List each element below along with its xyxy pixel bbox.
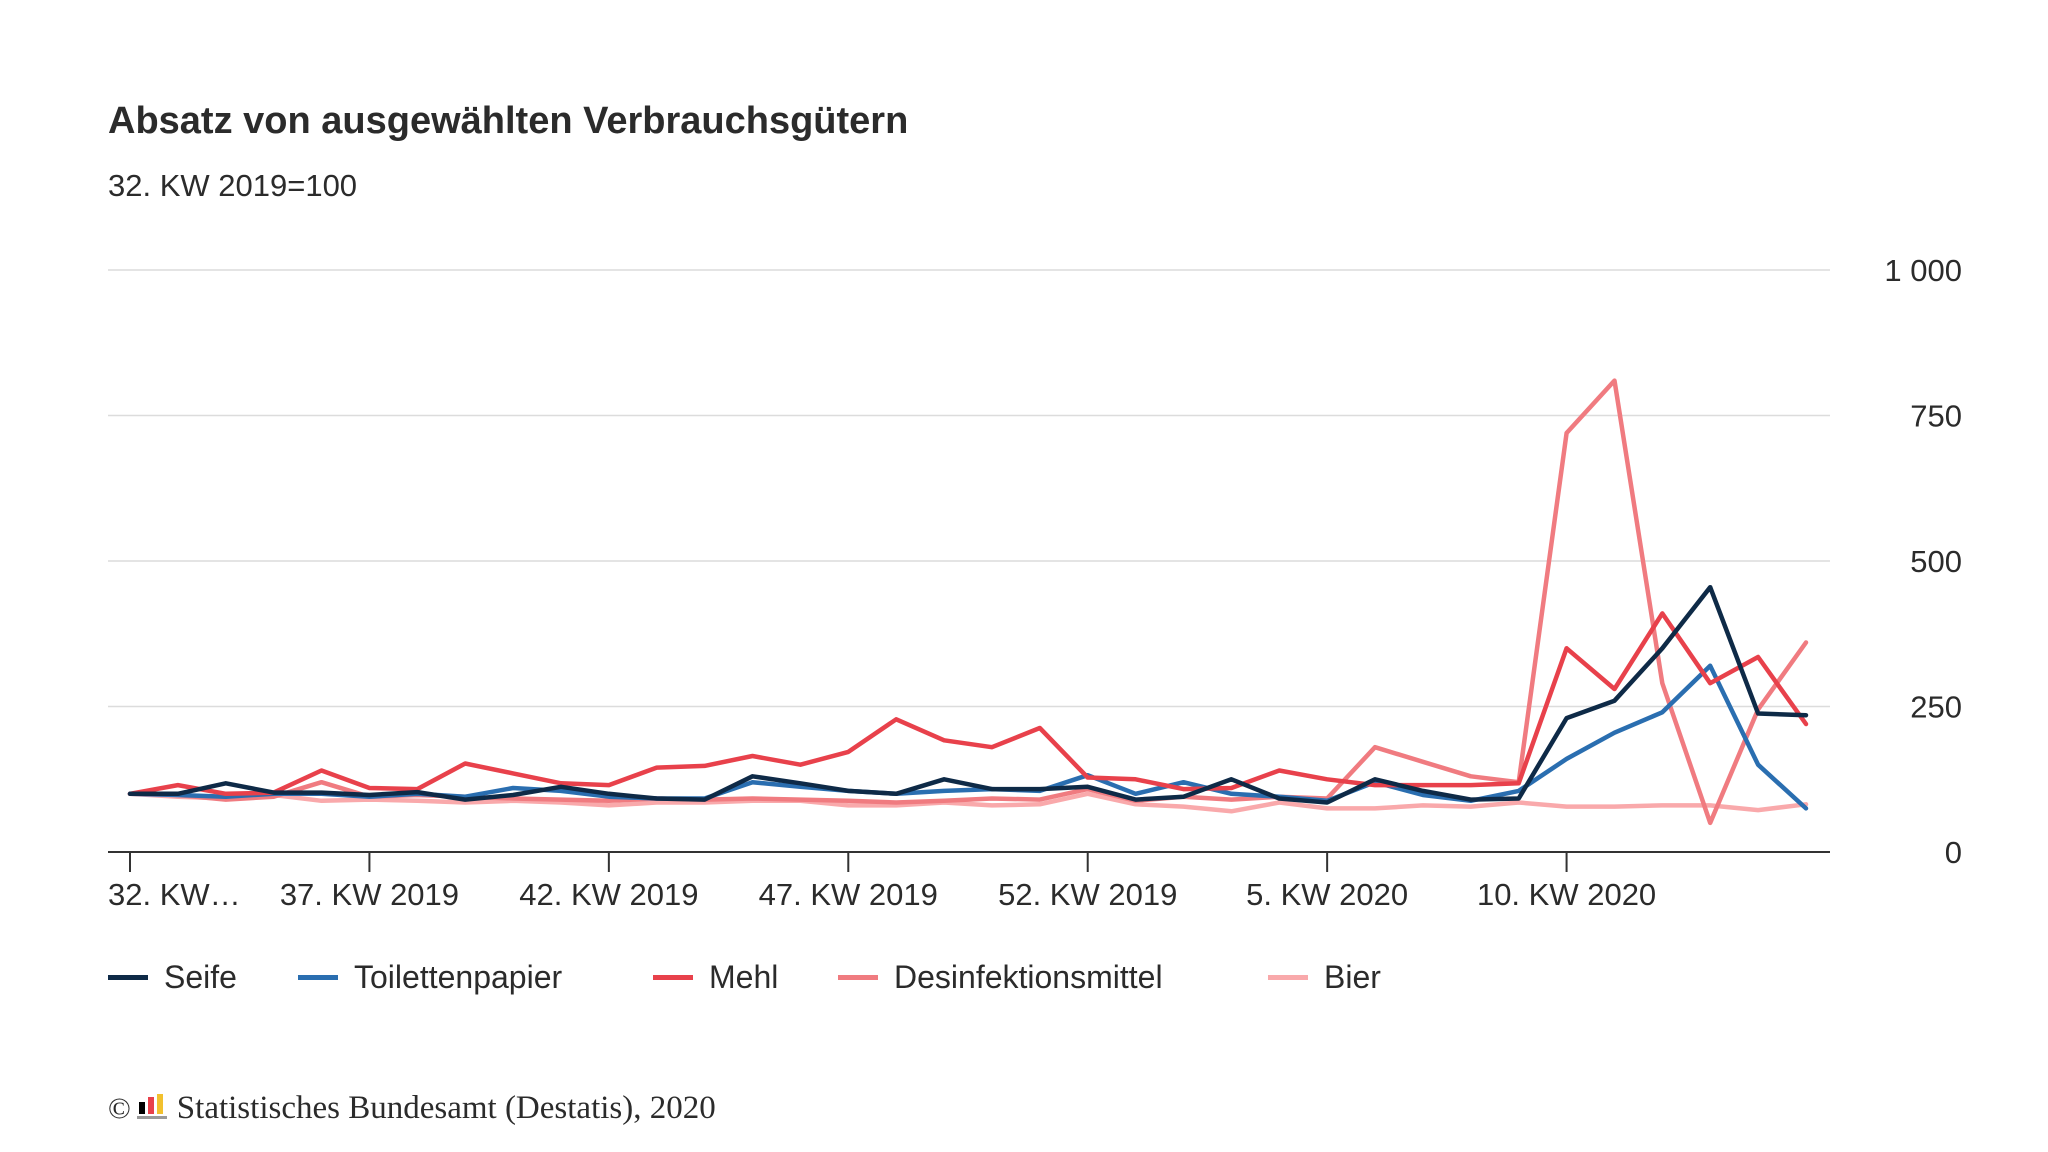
legend-item-seife[interactable]: Seife	[108, 955, 237, 999]
legend-swatch	[653, 974, 693, 980]
y-tick-label: 0	[1945, 835, 1962, 870]
legend-swatch	[108, 974, 148, 980]
legend-label: Bier	[1324, 958, 1381, 995]
x-tick-label: 32. KW…	[108, 877, 241, 912]
legend-label: Toilettenpapier	[354, 958, 563, 995]
chart-subtitle: 32. KW 2019=100	[108, 168, 358, 203]
series-layer	[127, 378, 1809, 826]
legend-swatch	[838, 974, 878, 980]
x-tick-label: 37. KW 2019	[280, 877, 459, 912]
legend-label: Mehl	[709, 958, 779, 995]
logo-bar	[156, 1093, 163, 1114]
series-line-desinfektionsmittel	[127, 378, 1809, 826]
legend-label: Desinfektionsmittel	[894, 958, 1163, 995]
y-tick-label: 1 000	[1884, 253, 1962, 288]
copyright-symbol: ©	[108, 1091, 131, 1125]
y-tick-label: 250	[1910, 690, 1962, 725]
grid-layer	[108, 269, 1830, 708]
x-tick-label: 42. KW 2019	[519, 877, 698, 912]
legend-item-desinfektionsmittel[interactable]: Desinfektionsmittel	[838, 955, 1163, 999]
x-tick-label: 47. KW 2019	[759, 877, 938, 912]
legend-swatch	[1268, 974, 1308, 980]
x-tick-label: 52. KW 2019	[998, 877, 1177, 912]
logo-baseline	[136, 1115, 167, 1119]
chart-title: Absatz von ausgewählten Verbrauchsgütern	[108, 100, 909, 142]
legend-swatch	[298, 974, 338, 980]
y-tick-label: 500	[1910, 544, 1962, 579]
series-line-mehl	[127, 611, 1809, 797]
series-line-seife	[127, 584, 1809, 805]
logo-bar	[147, 1096, 154, 1114]
axis-layer: 0 250 500 750 1 000 32. KW… 37. KW 2019 42. KW …	[108, 253, 1962, 912]
x-tick-label: 5. KW 2020	[1246, 877, 1408, 912]
destatis-logo-icon	[136, 1093, 167, 1119]
logo-bar	[138, 1101, 145, 1114]
legend-item-toilettenpapier[interactable]: Toilettenpapier	[298, 955, 562, 999]
legend-item-bier[interactable]: Bier	[1268, 955, 1381, 999]
legend-item-mehl[interactable]: Mehl	[653, 955, 778, 999]
legend-label: Seife	[164, 958, 237, 995]
legend: Seife Toilettenpapier Mehl Desinfektionsmit…	[108, 955, 1408, 999]
x-tick-label: 10. KW 2020	[1477, 877, 1656, 912]
y-tick-label: 750	[1910, 399, 1962, 434]
series-line-bier	[127, 791, 1809, 814]
source-text: Statistisches Bundesamt (Destatis), 2020	[176, 1090, 716, 1126]
source-footer: © Statistisches Bundesamt (Destatis), 20…	[108, 1090, 716, 1127]
